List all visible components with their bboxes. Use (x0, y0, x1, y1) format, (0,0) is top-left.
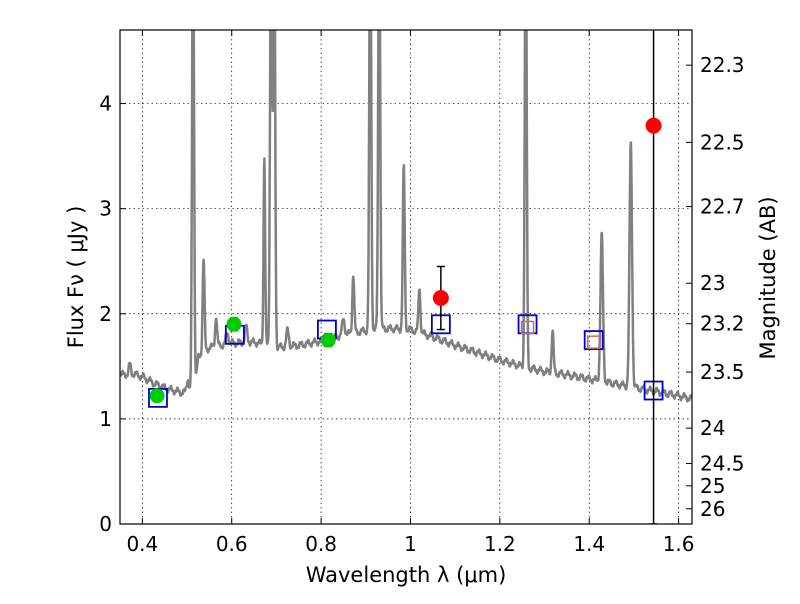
axes: 0.4 0.6 0.8 1 1.2 1.4 1.60123422.322.522.72323… (99, 30, 745, 556)
y-tick-label: 4 (99, 92, 112, 116)
y-tick-label: 3 (99, 197, 112, 221)
mag-tick-label: 22.3 (700, 53, 745, 77)
x-tick-label: 1.4 (573, 532, 605, 556)
x-tick-label: 1.2 (484, 532, 516, 556)
x-tick-label: 0.4 (126, 532, 158, 556)
y-tick-label: 0 (99, 512, 112, 536)
x-tick-label: 0.6 (216, 532, 248, 556)
mag-tick-label: 22.5 (700, 130, 745, 154)
observed-flux-point (645, 117, 662, 134)
template-spectrum-line (120, 30, 692, 403)
observed-flux-point (320, 332, 336, 348)
y-tick-label: 1 (99, 407, 112, 431)
plot-area (120, 30, 692, 524)
mag-tick-label: 22.7 (700, 195, 745, 219)
observed-flux-point (226, 316, 242, 332)
y-axis-label: Flux Fν ( μJy ) (64, 206, 88, 349)
filter-box-square (520, 320, 535, 335)
x-axis-label: Wavelength λ (μm) (306, 563, 507, 587)
mag-tick-label: 23 (700, 271, 725, 295)
y-right-axis-label: Magnitude (AB) (756, 196, 780, 359)
observed-flux-point (149, 388, 165, 404)
mag-tick-label: 23.2 (700, 312, 745, 336)
model-flux-square (583, 330, 604, 350)
x-tick-label: 1.6 (663, 532, 695, 556)
mag-tick-label: 25 (700, 474, 725, 498)
y-tick-label: 2 (99, 302, 112, 326)
mag-tick-label: 23.5 (700, 360, 745, 384)
mag-tick-label: 24.5 (700, 452, 745, 476)
observed-flux-point (432, 290, 449, 307)
x-tick-label: 0.8 (305, 532, 337, 556)
plot-frame (119, 29, 693, 525)
mag-tick-label: 24 (700, 416, 725, 440)
mag-tick-label: 26 (700, 497, 725, 521)
filter-box-square (586, 335, 601, 349)
x-tick-label: 1 (404, 532, 417, 556)
